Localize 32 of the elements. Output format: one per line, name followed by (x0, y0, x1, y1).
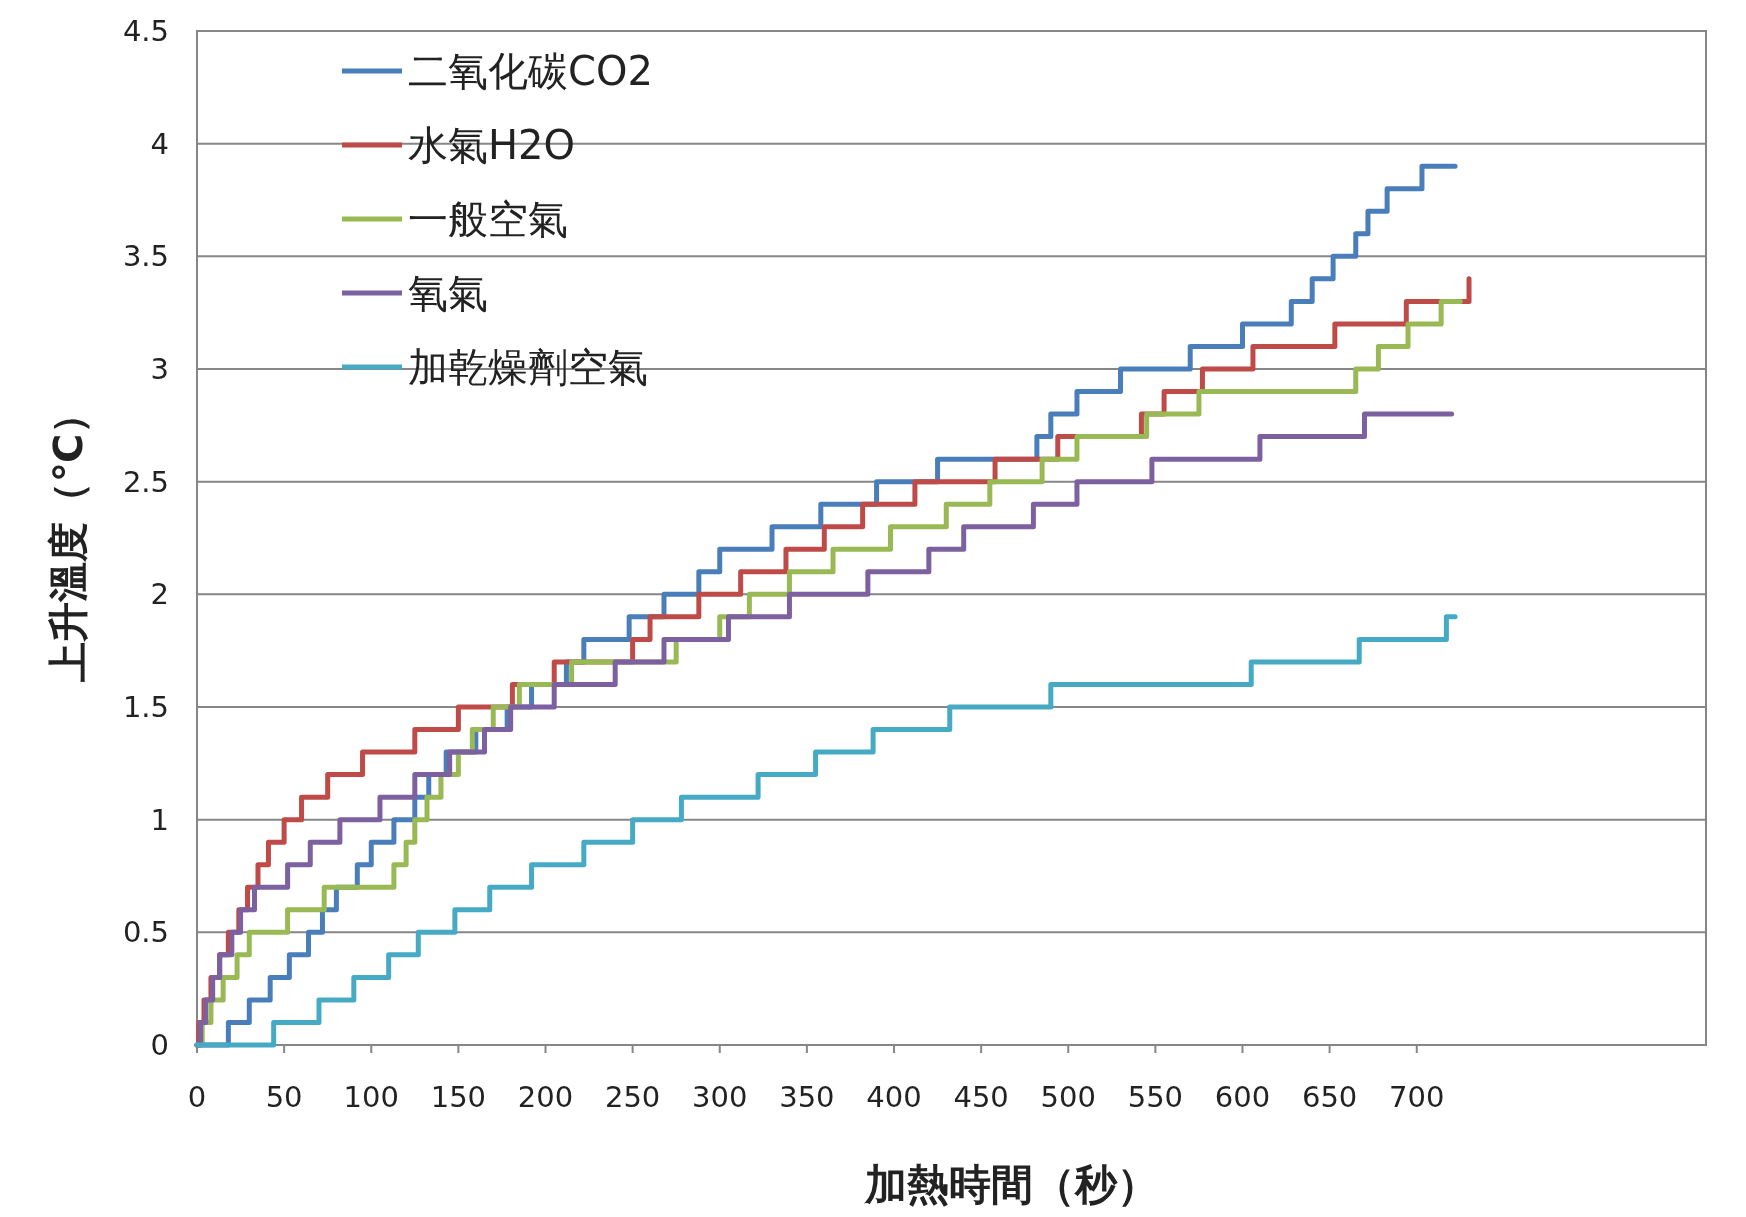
x-tick-label: 50 (265, 1080, 303, 1114)
y-tick-label: 1 (150, 802, 169, 837)
x-tick-label: 700 (1389, 1080, 1445, 1114)
y-tick-label: 4 (150, 126, 169, 161)
legend-label: 二氧化碳CO2 (408, 48, 653, 94)
x-tick-label: 100 (343, 1080, 399, 1114)
x-tick-label: 300 (692, 1080, 748, 1114)
x-tick-label: 150 (430, 1080, 487, 1114)
x-tick-label: 350 (779, 1080, 835, 1114)
y-tick-label: 1.5 (122, 690, 169, 724)
x-tick-label: 650 (1301, 1080, 1358, 1114)
y-tick-label: 0 (150, 1028, 169, 1062)
x-tick-label: 0 (187, 1080, 207, 1114)
legend-label: 一般空氣 (408, 196, 568, 242)
x-tick-label: 450 (953, 1080, 1009, 1114)
x-tick-label: 250 (604, 1080, 661, 1114)
x-axis-title: 加熱時間（秒） (863, 1160, 1159, 1209)
y-tick-label: 2.5 (122, 464, 169, 499)
legend-label: 加乾燥劑空氣 (408, 344, 648, 390)
y-tick-label: 0.5 (122, 915, 169, 950)
x-tick-label: 500 (1040, 1080, 1096, 1114)
legend-label: 水氣H2O (408, 122, 576, 168)
y-tick-label: 3 (150, 352, 169, 386)
x-tick-label: 550 (1127, 1080, 1184, 1114)
x-tick-label: 600 (1214, 1080, 1271, 1114)
legend-label: 氧氣 (408, 270, 488, 316)
y-tick-label: 4.5 (122, 14, 169, 48)
y-axis-title: 上升溫度（℃） (45, 393, 91, 683)
x-tick-label: 200 (517, 1080, 574, 1114)
y-tick-label: 3.5 (122, 239, 169, 274)
x-tick-label: 400 (866, 1080, 922, 1114)
y-tick-label: 2 (150, 577, 169, 612)
